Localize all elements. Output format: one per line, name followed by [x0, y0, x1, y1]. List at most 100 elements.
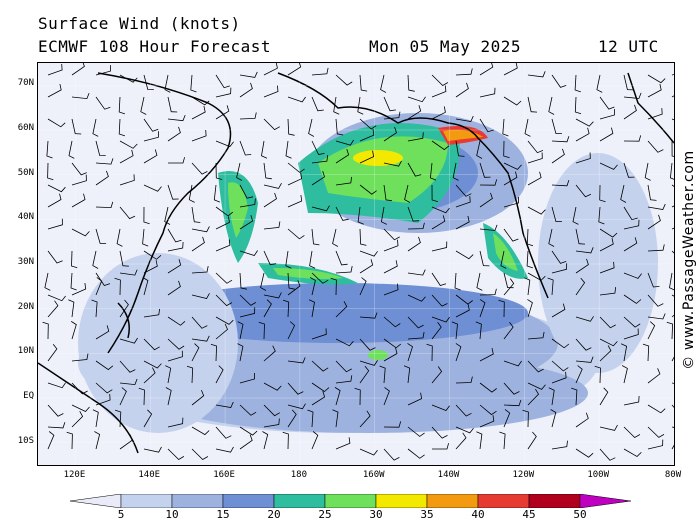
wind-barb — [191, 293, 210, 299]
wind-barb — [311, 96, 324, 112]
wind-barb — [524, 118, 531, 137]
longitude-label: 160E — [213, 470, 235, 480]
wind-barb — [285, 140, 292, 159]
wind-barb — [527, 299, 533, 318]
wind-barb — [383, 387, 390, 406]
wind-barb — [66, 431, 73, 450]
wind-barb — [239, 198, 256, 208]
wind-barb — [143, 446, 162, 453]
wind-barb — [551, 371, 567, 384]
wind-barb — [550, 409, 557, 428]
wind-barb — [503, 382, 520, 395]
wind-barb — [407, 74, 415, 92]
longitude-label: 120W — [512, 470, 535, 480]
wind-barb — [599, 162, 618, 170]
wind-barb — [287, 409, 297, 428]
legend-swatch — [375, 494, 428, 508]
legend-swatch — [70, 494, 122, 508]
wind-barb — [71, 282, 87, 296]
wind-barb — [167, 280, 181, 296]
wind-barb — [71, 228, 90, 237]
wind-barb — [455, 432, 467, 450]
wind-barb — [383, 239, 399, 252]
wind-barb — [239, 294, 257, 306]
wind-barb — [47, 294, 66, 302]
wind-barb — [167, 350, 183, 362]
wind-barb — [143, 74, 154, 90]
wind-barb — [476, 431, 483, 450]
wind-barb — [142, 228, 149, 247]
wind-barb — [359, 277, 367, 296]
wind-barb — [263, 299, 272, 318]
wind-barb — [503, 63, 518, 76]
wind-barb — [403, 365, 411, 384]
legend-swatch — [579, 494, 632, 508]
wind-barb — [479, 179, 498, 186]
wind-barb — [551, 360, 569, 372]
wind-barb — [71, 382, 88, 395]
wind-barb — [359, 74, 368, 92]
legend-label: 15 — [216, 508, 230, 521]
legend-label: 50 — [573, 508, 587, 521]
wind-barb — [71, 162, 87, 176]
wind-barb — [527, 382, 546, 390]
wind-barb — [47, 404, 64, 417]
wind-barb — [287, 172, 303, 186]
wind-barb — [407, 294, 426, 302]
wind-barb — [119, 360, 136, 373]
wind-barb — [310, 277, 316, 296]
wind-barb — [95, 96, 111, 110]
wind-barb — [143, 260, 158, 274]
wind-barb — [91, 299, 98, 318]
wind-barb — [239, 434, 253, 450]
wind-barb — [647, 426, 665, 438]
forecast-time: 12 UTC — [598, 37, 659, 56]
wind-barb — [191, 343, 200, 362]
wind-barb — [95, 325, 110, 340]
wind-barb — [551, 148, 565, 164]
wind-barb — [383, 96, 396, 112]
wind-barb — [143, 131, 159, 142]
legend-swatch — [324, 494, 377, 508]
wind-barb — [503, 360, 522, 367]
wind-barb — [359, 129, 375, 142]
wind-barb — [599, 316, 616, 329]
wind-barb — [503, 272, 514, 289]
wind-barb — [647, 108, 663, 120]
wind-barb — [287, 272, 295, 290]
wind-barb — [239, 140, 252, 156]
wind-map-canvas — [38, 63, 674, 465]
wind-barb — [143, 250, 162, 260]
wind-barb — [407, 162, 422, 177]
wind-barb — [335, 118, 344, 136]
wind-barb — [359, 250, 378, 257]
wind-barb — [71, 193, 86, 208]
wind-barb — [70, 321, 77, 340]
wind-barb — [644, 162, 651, 181]
legend-label: 20 — [267, 508, 281, 521]
wind-barb — [404, 184, 411, 203]
wind-barb — [311, 272, 329, 284]
wind-barb — [599, 287, 617, 296]
latitude-label: 10S — [17, 435, 34, 446]
wind-barb — [503, 96, 522, 106]
wind-barb — [599, 96, 615, 110]
wind-barb — [239, 307, 256, 318]
wind-barb — [499, 431, 506, 450]
wind-barb — [311, 390, 326, 406]
wind-barb — [647, 368, 661, 384]
wind-barb — [263, 85, 279, 98]
wind-barb — [119, 74, 138, 83]
wind-barb — [551, 206, 562, 222]
wind-barb — [237, 321, 244, 340]
wind-barb — [599, 387, 609, 406]
wind-barb — [239, 71, 258, 78]
wind-barb — [215, 140, 234, 148]
wind-barb — [191, 236, 205, 252]
wind-barb — [479, 348, 494, 362]
wind-barb — [47, 250, 63, 264]
wind-barb — [47, 422, 66, 429]
latitude-label: 10N — [17, 346, 34, 357]
wind-barb — [114, 277, 121, 296]
wind-barb — [383, 260, 398, 274]
